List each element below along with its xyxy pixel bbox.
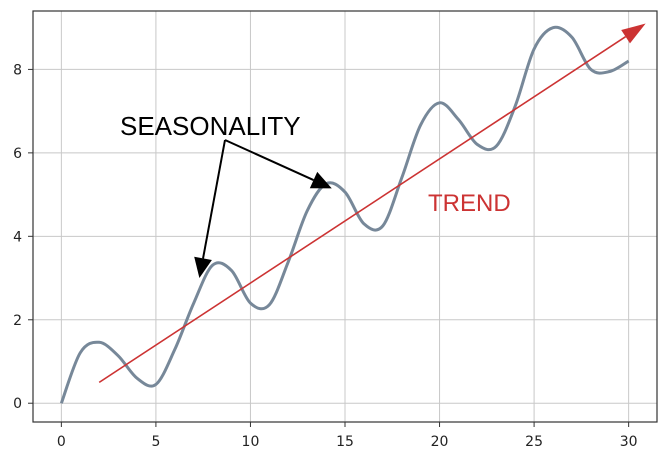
seasonality-arrow-2-shaft (224, 139, 314, 181)
y-tick-label: 8 (13, 62, 22, 78)
x-tick-label: 20 (431, 434, 449, 450)
y-tick-label: 6 (13, 146, 22, 162)
x-tick-label: 5 (151, 434, 160, 450)
trend-label: TREND (428, 190, 511, 217)
annotations-layer: TREND SEASONALITY (98, 23, 646, 384)
seasonality-arrow-2-head (309, 171, 332, 189)
seasonality-label: SEASONALITY (120, 111, 301, 141)
x-axis: 0 5 10 15 20 25 30 (57, 422, 638, 450)
x-tick-label: 15 (336, 434, 354, 450)
seasonality-arrow-1-shaft (202, 139, 226, 259)
x-tick-label: 0 (57, 434, 66, 450)
series-layer (59, 25, 630, 404)
series-line (59, 25, 630, 404)
x-tick-label: 10 (242, 434, 260, 450)
x-tick-label: 30 (620, 434, 638, 450)
trend-arrow-shaft (98, 36, 627, 384)
seasonality-arrow-1-head (194, 256, 212, 279)
y-tick-label: 2 (13, 313, 22, 329)
y-axis: 0 2 4 6 8 (13, 62, 33, 412)
y-tick-label: 4 (13, 229, 22, 245)
y-tick-label: 0 (13, 396, 22, 412)
x-tick-label: 25 (525, 434, 543, 450)
grid-lines (33, 11, 657, 422)
trend-arrow-head (621, 23, 646, 44)
